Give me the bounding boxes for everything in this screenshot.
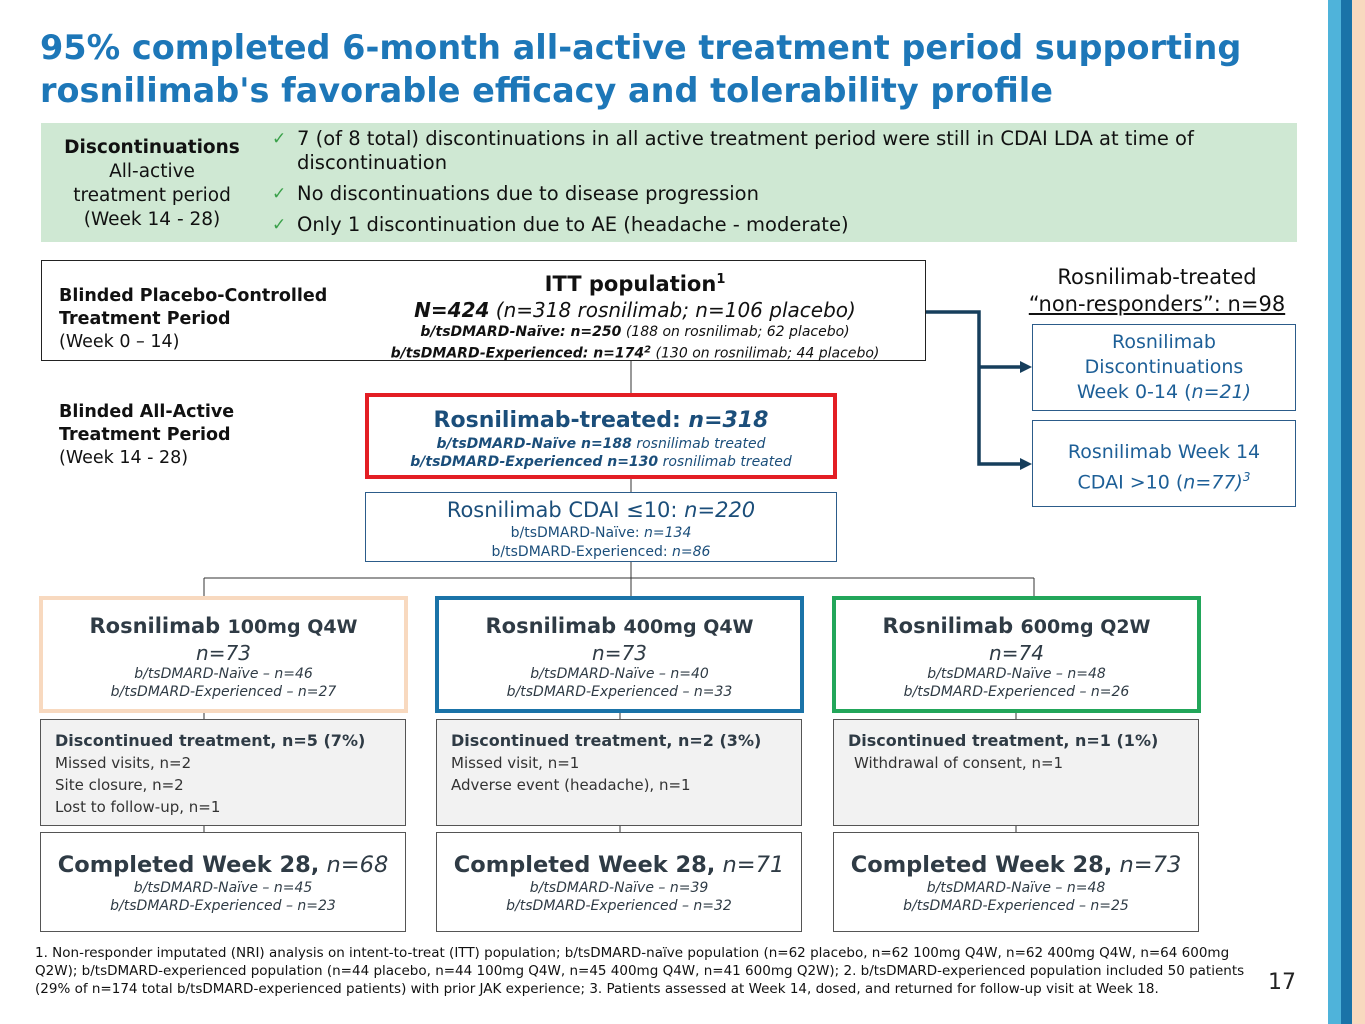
nr-cdai-box: Rosnilimab Week 14 CDAI >10 (n=77)3 <box>1032 420 1296 507</box>
rosnilimab-treated-box: Rosnilimab-treated: n=318 b/tsDMARD-Naïv… <box>365 393 837 479</box>
nr-discontinuations-box: Rosnilimab Discontinuations Week 0-14 (n… <box>1032 324 1296 411</box>
summary-sub-line: All-active <box>109 161 195 182</box>
itt-total: N=424 (n=318 rosnilimab; n=106 placebo) <box>414 298 856 322</box>
arm-600mg-discontinued: Discontinued treatment, n=1 (1%) Withdra… <box>833 719 1199 826</box>
footnote: 1. Non-responder imputated (NRI) analysi… <box>35 945 1245 997</box>
decor-stripe-peach <box>1352 0 1365 1024</box>
arm-400mg-completed: Completed Week 28, n=71 b/tsDMARD-Naïve … <box>436 832 802 932</box>
period-blinded-label: Blinded Placebo-Controlled Treatment Per… <box>59 286 328 352</box>
summary-heading: Discontinuations All-active treatment pe… <box>52 136 252 232</box>
summary-point-text: Only 1 discontinuation due to AE (headac… <box>297 213 849 236</box>
summary-panel <box>41 123 1297 242</box>
itt-heading: ITT population1 <box>544 272 726 296</box>
page-title: 95% completed 6-month all-active treatme… <box>40 28 1242 110</box>
summary-sub-line: treatment period <box>73 185 231 206</box>
check-icon: ✓ <box>272 184 287 204</box>
summary-point: ✓ No discontinuations due to disease prog… <box>272 182 1282 206</box>
itt-content: ITT population1 N=424 (n=318 rosnilimab;… <box>365 266 905 363</box>
summary-points: ✓ 7 (of 8 total) discontinuations in all … <box>272 127 1282 244</box>
arm-100mg-box: Rosnilimab 100mg Q4W n=73 b/tsDMARD-Naïv… <box>39 596 408 713</box>
arm-600mg-completed: Completed Week 28, n=73 b/tsDMARD-Naïve … <box>833 832 1199 932</box>
arm-100mg-discontinued: Discontinued treatment, n=5 (7%) Missed … <box>40 719 406 826</box>
itt-experienced: b/tsDMARD-Experienced: n=1742 (130 on ro… <box>390 344 880 362</box>
itt-naive: b/tsDMARD-Naïve: n=250 (188 on rosnilima… <box>420 324 850 340</box>
arm-400mg-discontinued: Discontinued treatment, n=2 (3%) Missed … <box>436 719 802 826</box>
arm-600mg-box: Rosnilimab 600mg Q2W n=74 b/tsDMARD-Naïv… <box>832 596 1201 713</box>
cdai-box: Rosnilimab CDAI ≤10: n=220 b/tsDMARD-Naï… <box>365 492 837 562</box>
arm-400mg-box: Rosnilimab 400mg Q4W n=73 b/tsDMARD-Naïv… <box>435 596 804 713</box>
decor-stripe-light-blue <box>1328 0 1341 1024</box>
summary-point-text: 7 (of 8 total) discontinuations in all a… <box>297 127 1194 174</box>
arm-100mg-completed: Completed Week 28, n=68 b/tsDMARD-Naïve … <box>40 832 406 932</box>
itt-population-box <box>41 260 926 361</box>
check-icon: ✓ <box>272 129 287 149</box>
check-icon: ✓ <box>272 215 287 235</box>
summary-point: ✓ Only 1 discontinuation due to AE (heada… <box>272 213 1282 237</box>
page-number: 17 <box>1268 970 1296 995</box>
summary-point: ✓ 7 (of 8 total) discontinuations in all … <box>272 127 1282 175</box>
summary-title: Discontinuations <box>64 137 240 158</box>
non-responders-title: Rosnilimab-treated “non-responders”: n=9… <box>1028 265 1286 316</box>
summary-point-text: No discontinuations due to disease progr… <box>297 182 759 205</box>
summary-sub-line: (Week 14 - 28) <box>83 209 221 230</box>
period-active-label: Blinded All-Active Treatment Period (Wee… <box>59 402 235 468</box>
decor-stripe-dark-blue <box>1341 0 1352 1024</box>
